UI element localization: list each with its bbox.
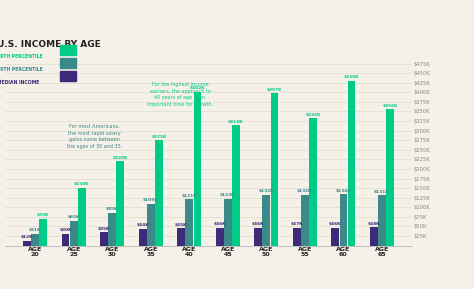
Text: $46K: $46K	[252, 222, 264, 226]
Text: 90TH PERCENTILE: 90TH PERCENTILE	[0, 67, 43, 72]
Bar	[185, 199, 193, 246]
Text: $314K: $314K	[228, 119, 244, 123]
Bar	[109, 213, 116, 246]
Bar	[70, 221, 78, 246]
Text: $150K: $150K	[74, 182, 90, 186]
Bar	[347, 81, 356, 246]
Text: $48K: $48K	[367, 221, 380, 225]
Bar	[31, 234, 39, 246]
Bar	[193, 92, 201, 246]
Bar	[378, 195, 386, 246]
Text: $132K: $132K	[297, 189, 313, 193]
Text: $220K: $220K	[113, 155, 128, 160]
Text: $46K: $46K	[329, 222, 342, 226]
Text: $109K: $109K	[143, 198, 159, 202]
Text: $275K: $275K	[151, 134, 166, 138]
Text: $35K: $35K	[98, 226, 110, 230]
Bar	[293, 228, 301, 246]
Bar	[100, 232, 108, 246]
Bar	[155, 140, 163, 246]
FancyBboxPatch shape	[60, 58, 76, 68]
Text: $44K: $44K	[137, 223, 149, 227]
Bar	[232, 125, 240, 246]
Bar	[331, 228, 339, 246]
Bar	[339, 194, 347, 246]
Bar	[78, 188, 86, 246]
Text: $65K: $65K	[68, 215, 80, 219]
FancyBboxPatch shape	[60, 71, 76, 81]
Bar	[370, 227, 378, 246]
Text: $134K: $134K	[336, 188, 351, 192]
Text: For most Americans,
the most rapid salary
gains come between
the ages of 30 and : For most Americans, the most rapid salar…	[67, 124, 122, 149]
Text: $332K: $332K	[305, 112, 320, 116]
Bar	[309, 118, 317, 246]
Bar	[224, 199, 232, 246]
Text: $131K: $131K	[374, 190, 390, 194]
Bar	[147, 204, 155, 246]
Text: $12K: $12K	[21, 235, 33, 239]
Bar	[263, 195, 270, 246]
Bar	[255, 228, 262, 246]
Bar	[139, 229, 146, 246]
Text: For the highest income
earners, the approach to
40 years of age is an
important : For the highest income earners, the appr…	[147, 82, 213, 107]
Bar	[177, 228, 185, 246]
Text: U.S. INCOME BY AGE: U.S. INCOME BY AGE	[0, 40, 100, 49]
Bar	[62, 234, 70, 246]
Text: $402K: $402K	[190, 86, 205, 90]
Text: $132K: $132K	[259, 189, 274, 193]
Bar	[216, 228, 224, 246]
Text: $31K: $31K	[29, 228, 41, 232]
Text: $397K: $397K	[267, 88, 282, 92]
Bar	[39, 219, 47, 246]
Bar	[117, 161, 124, 246]
Bar	[23, 241, 31, 246]
FancyBboxPatch shape	[60, 45, 76, 55]
Text: $121K: $121K	[182, 193, 197, 197]
Text: MEDIAN INCOME: MEDIAN INCOME	[0, 80, 39, 85]
Text: $123K: $123K	[220, 192, 236, 197]
Text: $30K: $30K	[59, 228, 72, 232]
Bar	[301, 195, 309, 246]
Text: $47K: $47K	[291, 222, 303, 226]
Bar	[271, 93, 278, 246]
Text: $85K: $85K	[106, 207, 118, 211]
Text: $46K: $46K	[213, 222, 226, 226]
Text: $430K: $430K	[344, 75, 359, 79]
Text: $45K: $45K	[175, 223, 187, 227]
Text: $70K: $70K	[37, 213, 50, 217]
Text: $356K: $356K	[383, 103, 398, 107]
Bar	[386, 109, 394, 246]
Text: 99TH PERCENTILE: 99TH PERCENTILE	[0, 54, 42, 60]
